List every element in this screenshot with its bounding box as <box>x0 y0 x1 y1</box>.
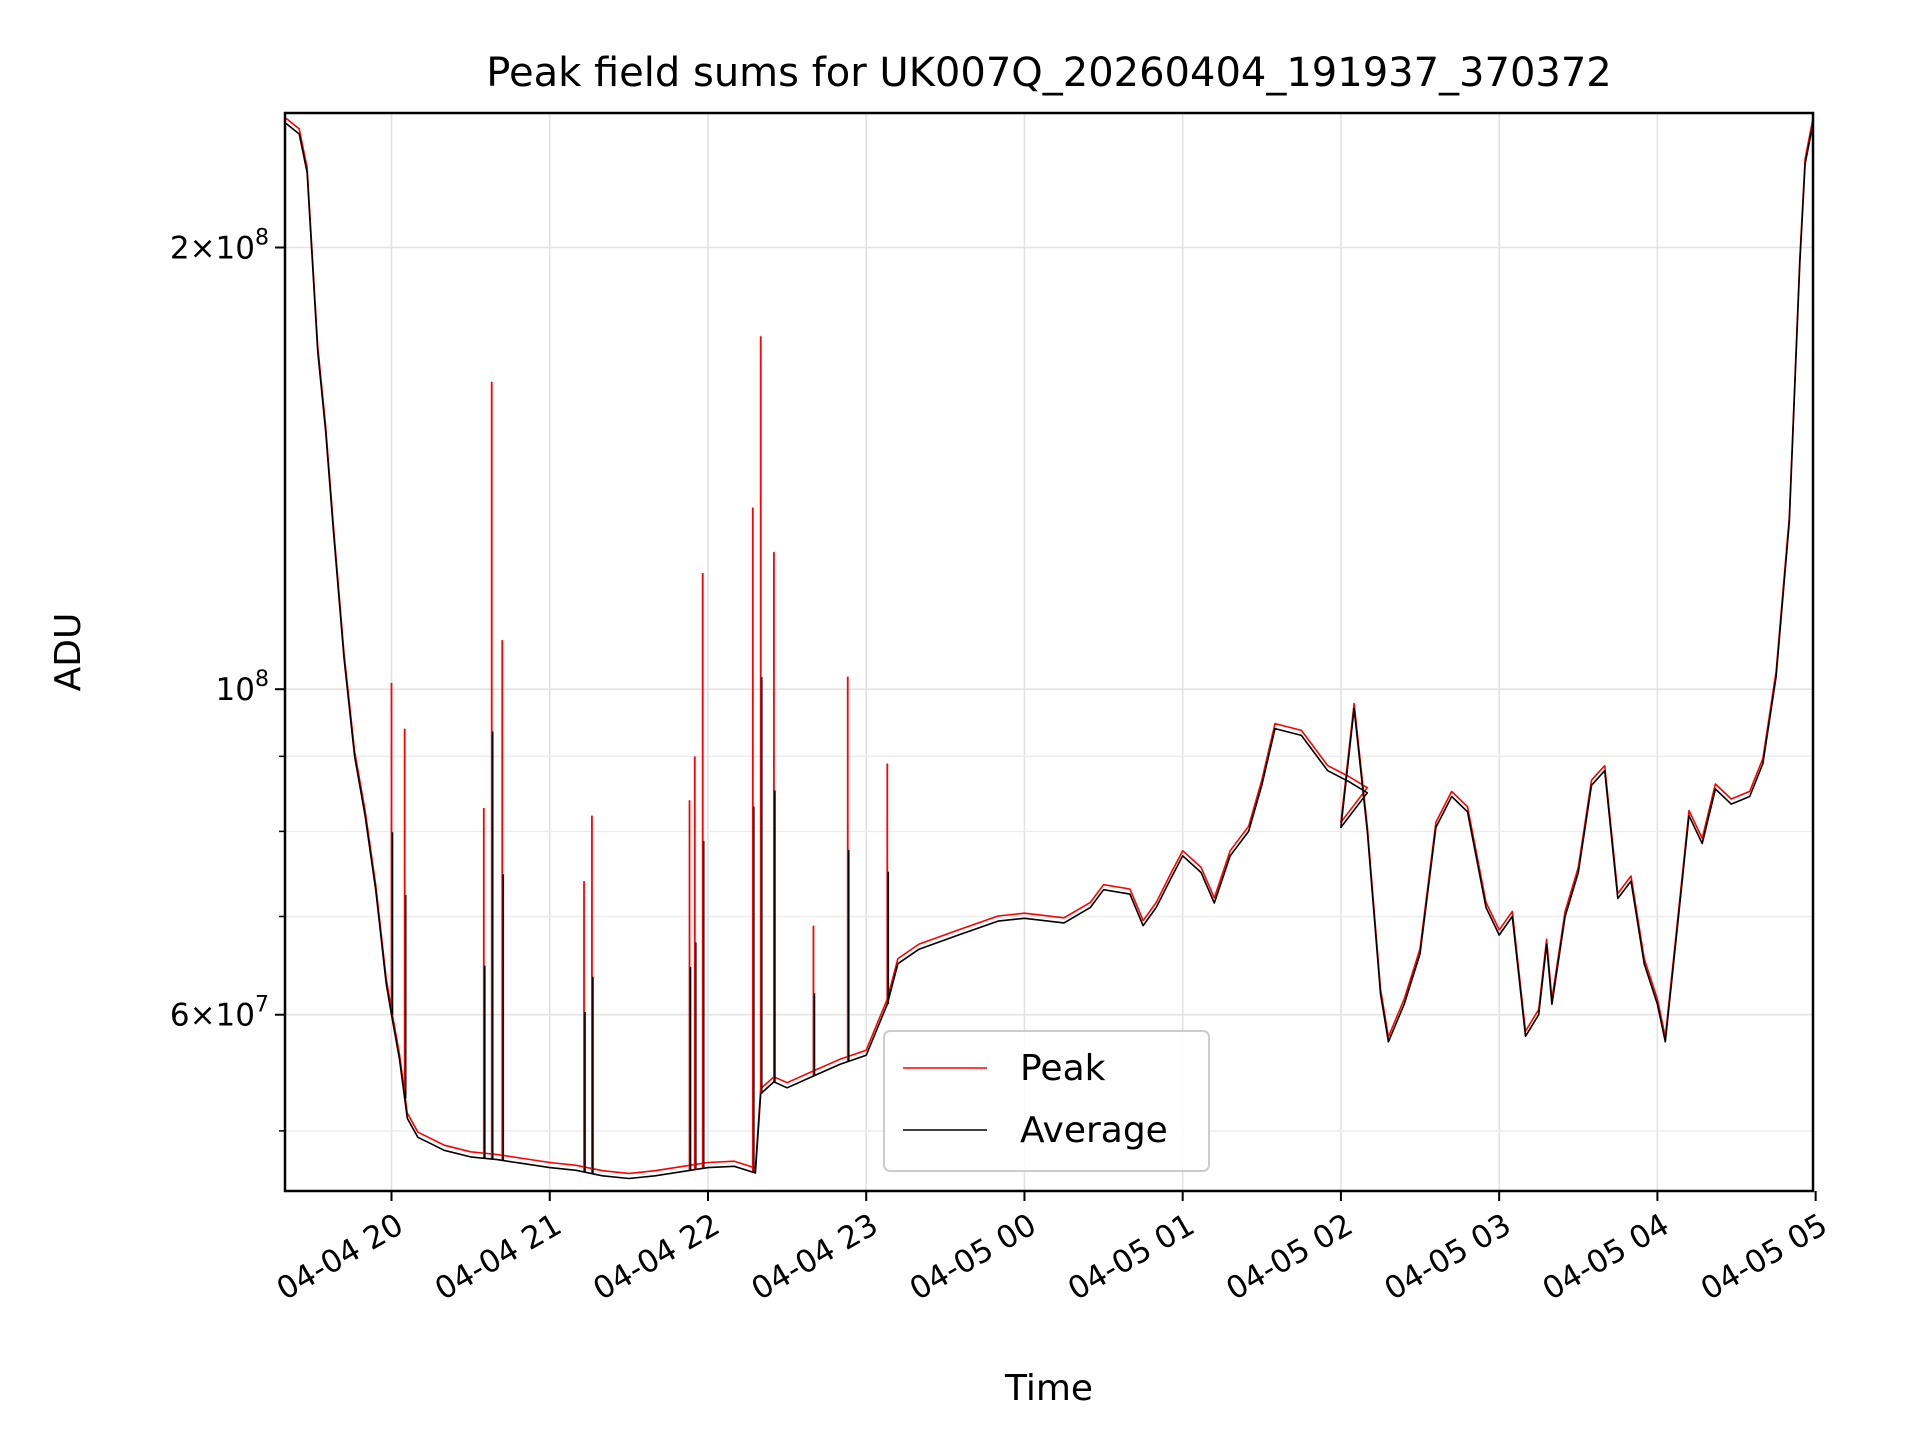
series-average-line <box>285 122 1814 1180</box>
y-tick-label: 6×107 <box>170 993 269 1034</box>
y-axis-label: ADU <box>48 613 89 692</box>
chart-title: Peak field sums for UK007Q_20260404_1919… <box>486 50 1611 96</box>
y-axis: 2×108 108 6×107 <box>170 226 285 1132</box>
legend-label-average: Average <box>1020 1110 1168 1151</box>
series-layer <box>285 117 1814 1180</box>
y-tick-label: 2×108 <box>170 226 269 267</box>
plot-frame <box>283 111 1815 1193</box>
legend: Peak Average <box>883 1030 1210 1172</box>
legend-label-peak: Peak <box>1020 1048 1106 1089</box>
x-axis-label: Time <box>1004 1368 1093 1409</box>
y-tick-label: 108 <box>216 667 269 708</box>
legend-box <box>883 1030 1210 1172</box>
